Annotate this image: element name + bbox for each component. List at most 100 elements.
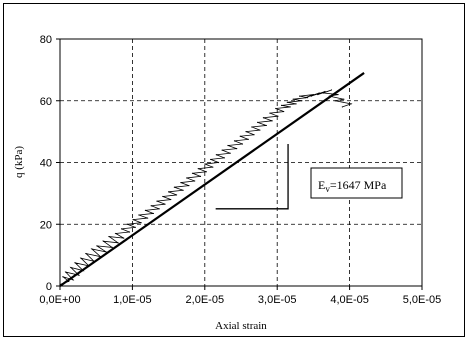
slope-marker bbox=[215, 143, 289, 210]
x-tick-label: 1,0E-05 bbox=[113, 294, 152, 306]
data-point bbox=[164, 203, 166, 205]
y-tick-label: 20 bbox=[40, 219, 52, 231]
data-point bbox=[317, 93, 319, 96]
x-tick-label: 5,0E-05 bbox=[403, 294, 442, 306]
data-point bbox=[215, 154, 217, 156]
x-tick-label: 2,0E-05 bbox=[186, 294, 225, 306]
data-point bbox=[304, 97, 307, 99]
data-point bbox=[310, 95, 312, 97]
data-point bbox=[140, 222, 142, 224]
data-point bbox=[197, 168, 199, 170]
data-point bbox=[239, 135, 241, 137]
fit-line bbox=[59, 72, 365, 287]
data-point bbox=[221, 149, 223, 151]
data-point bbox=[72, 279, 74, 281]
data-point bbox=[102, 240, 105, 242]
data-point bbox=[318, 92, 320, 94]
data-point bbox=[144, 209, 147, 211]
y-tick-labels: 0 20 40 60 80 bbox=[40, 34, 60, 293]
data-point bbox=[108, 236, 110, 238]
data-point bbox=[65, 271, 67, 273]
data-point bbox=[123, 237, 125, 239]
data-point bbox=[134, 226, 136, 228]
data-point bbox=[217, 161, 220, 164]
x-axis-label: Axial strain bbox=[215, 320, 267, 332]
data-point bbox=[301, 100, 303, 102]
data-point bbox=[227, 144, 229, 147]
data-point bbox=[286, 101, 288, 103]
y-tick-label: 60 bbox=[40, 96, 52, 108]
data-point bbox=[126, 223, 128, 225]
annotation-text: Ev=1647 MPa bbox=[318, 178, 387, 194]
data-point bbox=[251, 126, 253, 128]
data-point bbox=[180, 181, 182, 184]
y-tick-label: 0 bbox=[46, 281, 52, 293]
data-point bbox=[205, 171, 207, 173]
data-point bbox=[337, 93, 339, 96]
data-point bbox=[115, 232, 117, 235]
data-point bbox=[150, 205, 152, 207]
data-point bbox=[275, 107, 277, 110]
data-point bbox=[262, 117, 265, 119]
data-point bbox=[209, 158, 212, 161]
data-point bbox=[330, 89, 333, 91]
data-point bbox=[341, 106, 343, 108]
data-point bbox=[117, 242, 119, 244]
data-point bbox=[277, 115, 279, 117]
data-point bbox=[324, 90, 326, 93]
data-point bbox=[271, 120, 273, 122]
x-tick-label: 0,0E+00 bbox=[39, 294, 80, 306]
data-point bbox=[236, 148, 238, 150]
y-tick-label: 80 bbox=[40, 34, 52, 46]
data-point bbox=[91, 248, 93, 250]
data-point bbox=[158, 208, 160, 210]
data-point bbox=[152, 212, 154, 215]
data-point bbox=[212, 166, 214, 168]
data-point bbox=[292, 98, 294, 100]
data-point bbox=[229, 152, 231, 154]
annotation-box bbox=[310, 167, 403, 199]
data-point bbox=[138, 214, 140, 216]
data-point bbox=[170, 198, 172, 201]
data-point bbox=[156, 200, 158, 202]
data-point bbox=[334, 100, 336, 102]
data-point bbox=[350, 103, 352, 105]
data-point bbox=[120, 228, 123, 230]
data-point bbox=[162, 195, 164, 198]
data-point bbox=[233, 140, 236, 142]
y-axis-label: q (kPa) bbox=[13, 146, 25, 178]
data-point bbox=[111, 246, 113, 249]
data-point bbox=[62, 276, 64, 278]
data-point bbox=[168, 191, 170, 193]
data-point bbox=[85, 252, 87, 255]
data-point bbox=[295, 103, 297, 105]
data-point bbox=[70, 266, 72, 269]
data-point bbox=[204, 163, 206, 165]
data-point bbox=[322, 92, 325, 94]
data-point bbox=[186, 177, 188, 179]
data-point bbox=[194, 180, 196, 182]
x-tick-labels: 0,0E+00 1,0E-05 2,0E-05 3,0E-05 4,0E-05 5,0E-… bbox=[39, 286, 441, 306]
data-point bbox=[283, 110, 285, 113]
data-point bbox=[188, 185, 190, 187]
data-point bbox=[173, 186, 175, 188]
x-tick-label: 3,0E-05 bbox=[258, 294, 297, 306]
data-point bbox=[128, 231, 131, 233]
data-point bbox=[312, 93, 314, 96]
data-point bbox=[299, 95, 301, 97]
x-tick-label: 4,0E-05 bbox=[330, 294, 369, 306]
data-point bbox=[223, 157, 225, 159]
data-point bbox=[147, 217, 149, 219]
data-point bbox=[191, 172, 194, 174]
data-point bbox=[182, 189, 184, 191]
data-point bbox=[80, 257, 82, 259]
data-point bbox=[269, 112, 271, 114]
data-point bbox=[343, 98, 345, 100]
data-point bbox=[259, 129, 261, 131]
data-point bbox=[289, 106, 291, 108]
data-point bbox=[307, 97, 309, 99]
data-point bbox=[241, 143, 244, 145]
y-tick-label: 40 bbox=[40, 158, 52, 170]
data-point bbox=[199, 175, 202, 177]
